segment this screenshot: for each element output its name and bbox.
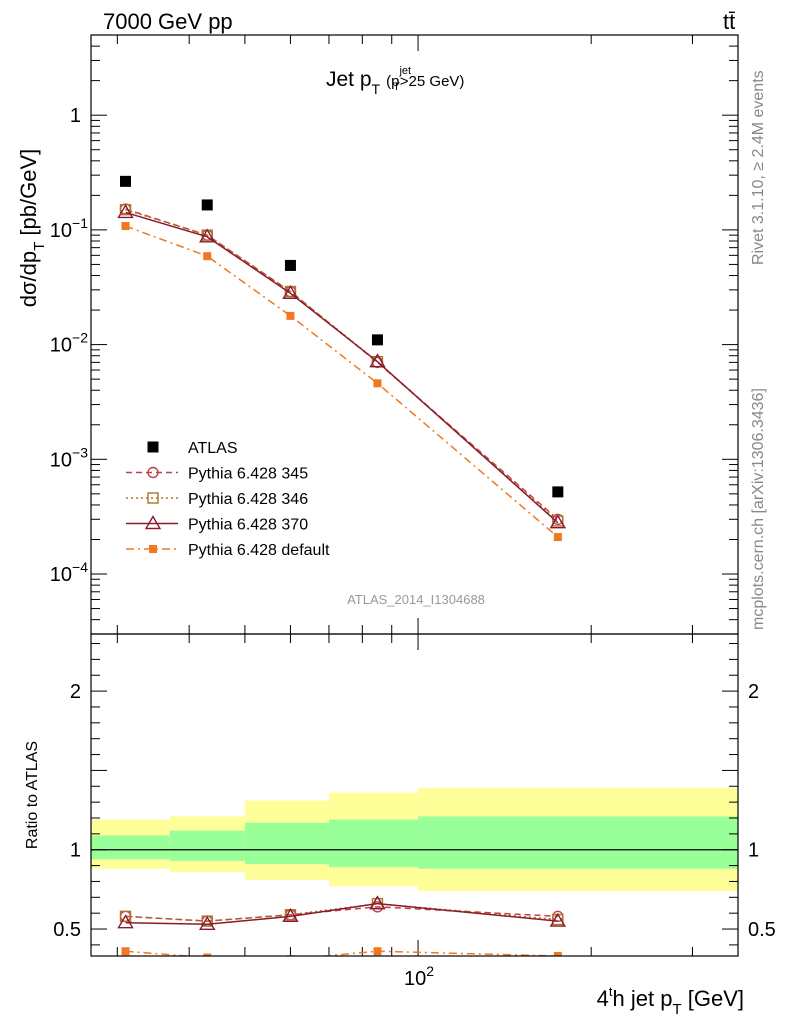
uncertainty-bands	[91, 787, 738, 891]
main-series-0-point	[371, 334, 383, 346]
stat-band-green	[244, 822, 329, 864]
ratio-series-3-point	[203, 953, 212, 956]
ratio-series-3-point	[373, 947, 382, 956]
ratio-series-2-point	[117, 914, 134, 929]
main-series-0-point	[552, 486, 564, 498]
ratio-series-1-point	[119, 910, 132, 923]
energy-label: 7000 GeV pp	[103, 9, 233, 34]
ratio-series-2-point	[549, 912, 567, 927]
ratio-y-tick-label: 1	[70, 840, 81, 862]
stat-band-green	[91, 835, 170, 860]
main-series-3-point	[549, 514, 567, 529]
rivet-label: Rivet 3.1.10, ≥ 2.4M events	[750, 70, 767, 265]
main-series-3-point	[199, 228, 216, 243]
main-y-axis-label: dσ/dpT [pb/GeV]	[16, 149, 48, 308]
legend-label: Pythia 6.428 default	[188, 542, 330, 559]
legend-label: ATLAS	[188, 440, 238, 457]
main-series-0-point	[120, 175, 132, 187]
y-tick-label: 10−3	[50, 444, 88, 471]
ratio-panel-frame	[90, 633, 739, 957]
main-series-4-point	[286, 311, 295, 320]
legend-marker	[147, 441, 159, 453]
legend-marker	[149, 545, 157, 553]
ratio-series	[117, 895, 567, 956]
x-tick-label: 102	[404, 963, 434, 990]
main-series-3-line	[125, 211, 559, 524]
ratio-series-2-point	[199, 915, 216, 930]
main-series-4-point	[373, 379, 382, 388]
ratio-y-tick-label-right: 2	[748, 681, 759, 703]
ratio-series-1-line	[125, 902, 558, 922]
mcplots-label: mcplots.cern.ch [arXiv:1306.3436]	[750, 388, 767, 630]
main-series-3-point	[369, 353, 386, 368]
legend: ATLAS Pythia 6.428 345 Pythia 6.428 346 Pyt…	[126, 440, 330, 559]
ratio-y-tick-label: 0.5	[53, 919, 81, 941]
ratio-series-3-point	[121, 947, 130, 956]
y-tick-label: 1	[70, 105, 81, 127]
analysis-watermark: ATLAS_2014_I1304688	[347, 592, 485, 607]
legend-label: Pythia 6.428 346	[188, 491, 308, 508]
y-tick-label: 10−1	[50, 215, 88, 242]
main-series-3-point	[117, 204, 134, 219]
ratio-series-3-line	[125, 950, 558, 956]
main-series-0-point	[201, 199, 213, 211]
stat-band-green	[328, 819, 419, 868]
y-tick-label: 10−2	[50, 330, 88, 357]
legend-marker	[144, 515, 162, 530]
axis-ticks	[91, 34, 738, 956]
process-label: tt̄	[723, 9, 735, 34]
stat-band-green	[169, 830, 245, 861]
main-series-4-point	[121, 222, 130, 231]
ratio-series-3-point	[553, 952, 562, 956]
legend-label: Pythia 6.428 345	[188, 466, 308, 483]
main-series-2-line	[125, 208, 559, 522]
x-axis-label: 4th jet pT [GeV]	[597, 984, 744, 1018]
ratio-y-tick-label-right: 1	[748, 840, 759, 862]
stat-band-green	[418, 816, 738, 869]
y-tick-label: 10−4	[50, 559, 88, 586]
main-series-0-point	[284, 259, 296, 271]
main-series	[117, 175, 567, 542]
ratio-series-2-point	[369, 895, 386, 910]
plot-title: Jet pT (pjet T>25 GeV)	[326, 65, 464, 97]
main-series-3-point	[282, 284, 299, 300]
ratio-y-axis-label: Ratio to ATLAS	[24, 741, 41, 849]
ratio-y-tick-label: 2	[70, 681, 81, 703]
main-series-4-line	[125, 225, 559, 538]
ratio-series-2-line	[125, 902, 558, 926]
ratio-series-2-point	[282, 907, 299, 923]
ratio-y-tick-label-right: 0.5	[748, 919, 776, 941]
axis-tick-labels: 1 10−1 10−2 10−3 10−4 0.5 0.5 1 1 2 2 102	[50, 105, 776, 990]
legend-marker	[147, 466, 159, 479]
main-series-4-point	[553, 533, 562, 542]
legend-marker	[147, 492, 159, 504]
main-series-4-point	[203, 252, 212, 261]
legend-label: Pythia 6.428 370	[188, 517, 308, 534]
